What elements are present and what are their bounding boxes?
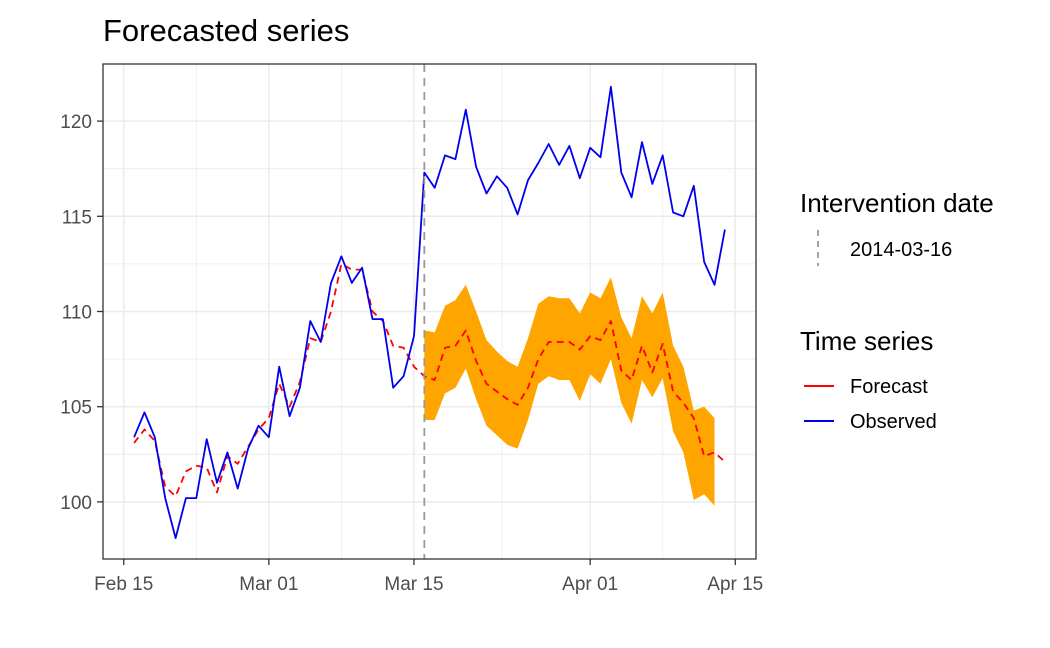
legend-intervention-label: 2014-03-16 — [850, 239, 952, 261]
series-line-forecast — [133, 262, 726, 498]
forecast-interval-band — [424, 277, 715, 506]
x-tick-label: Apr 15 — [707, 574, 763, 595]
legend-series: Time series Forecast Observed — [800, 326, 937, 433]
y-tick-label: 115 — [62, 207, 92, 228]
chart-title: Forecasted series — [103, 13, 349, 48]
y-tick-label: 120 — [60, 112, 92, 133]
y-tick-label: 110 — [62, 303, 92, 324]
y-tick-label: 105 — [60, 398, 92, 419]
band-layer — [424, 277, 715, 506]
x-tick-label: Mar 15 — [384, 574, 443, 595]
y-tick-label: 100 — [60, 493, 92, 514]
legend-forecast-label: Forecast — [850, 376, 928, 398]
legend-observed-label: Observed — [850, 411, 937, 433]
x-tick-label: Apr 01 — [562, 574, 618, 595]
x-tick-label: Mar 01 — [239, 574, 298, 595]
x-tick-label: Feb 15 — [94, 574, 153, 595]
legend-intervention: Intervention date 2014-03-16 — [800, 188, 994, 266]
line-layer — [133, 85, 726, 539]
legend-series-title: Time series — [800, 326, 933, 356]
series-line-observed — [133, 85, 726, 539]
legend-intervention-title: Intervention date — [800, 188, 994, 218]
axis-layer: Feb 15 Mar 01 Mar 15 Apr 01 Apr 15 100 105 110 1… — [60, 112, 763, 595]
